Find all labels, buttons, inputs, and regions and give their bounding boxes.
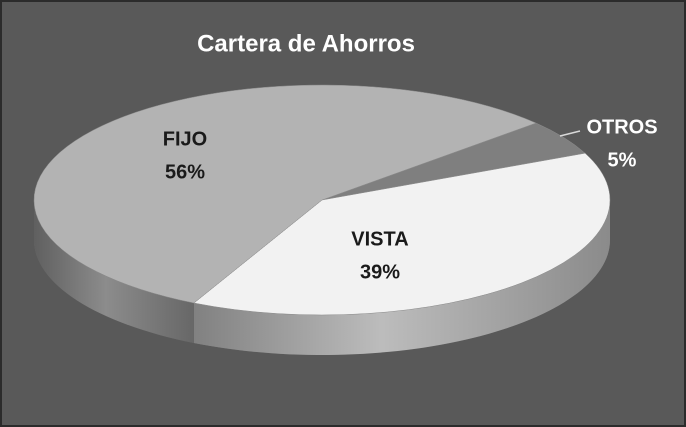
pie-slice: [193, 152, 611, 316]
slice-value-label: 5%: [608, 149, 637, 171]
slice-value-label: 56%: [165, 161, 205, 183]
leader-line: [559, 130, 581, 137]
pie-side-shade: [34, 200, 194, 344]
pie-slice: [33, 84, 537, 304]
slice-label: FIJO: [163, 128, 207, 150]
slice-label: VISTA: [351, 228, 408, 250]
slice-label: OTROS: [586, 116, 657, 138]
pie-side-shade: [193, 200, 610, 356]
slice-value-label: 39%: [360, 261, 400, 283]
chart-title: Cartera de Ahorros: [197, 30, 415, 57]
